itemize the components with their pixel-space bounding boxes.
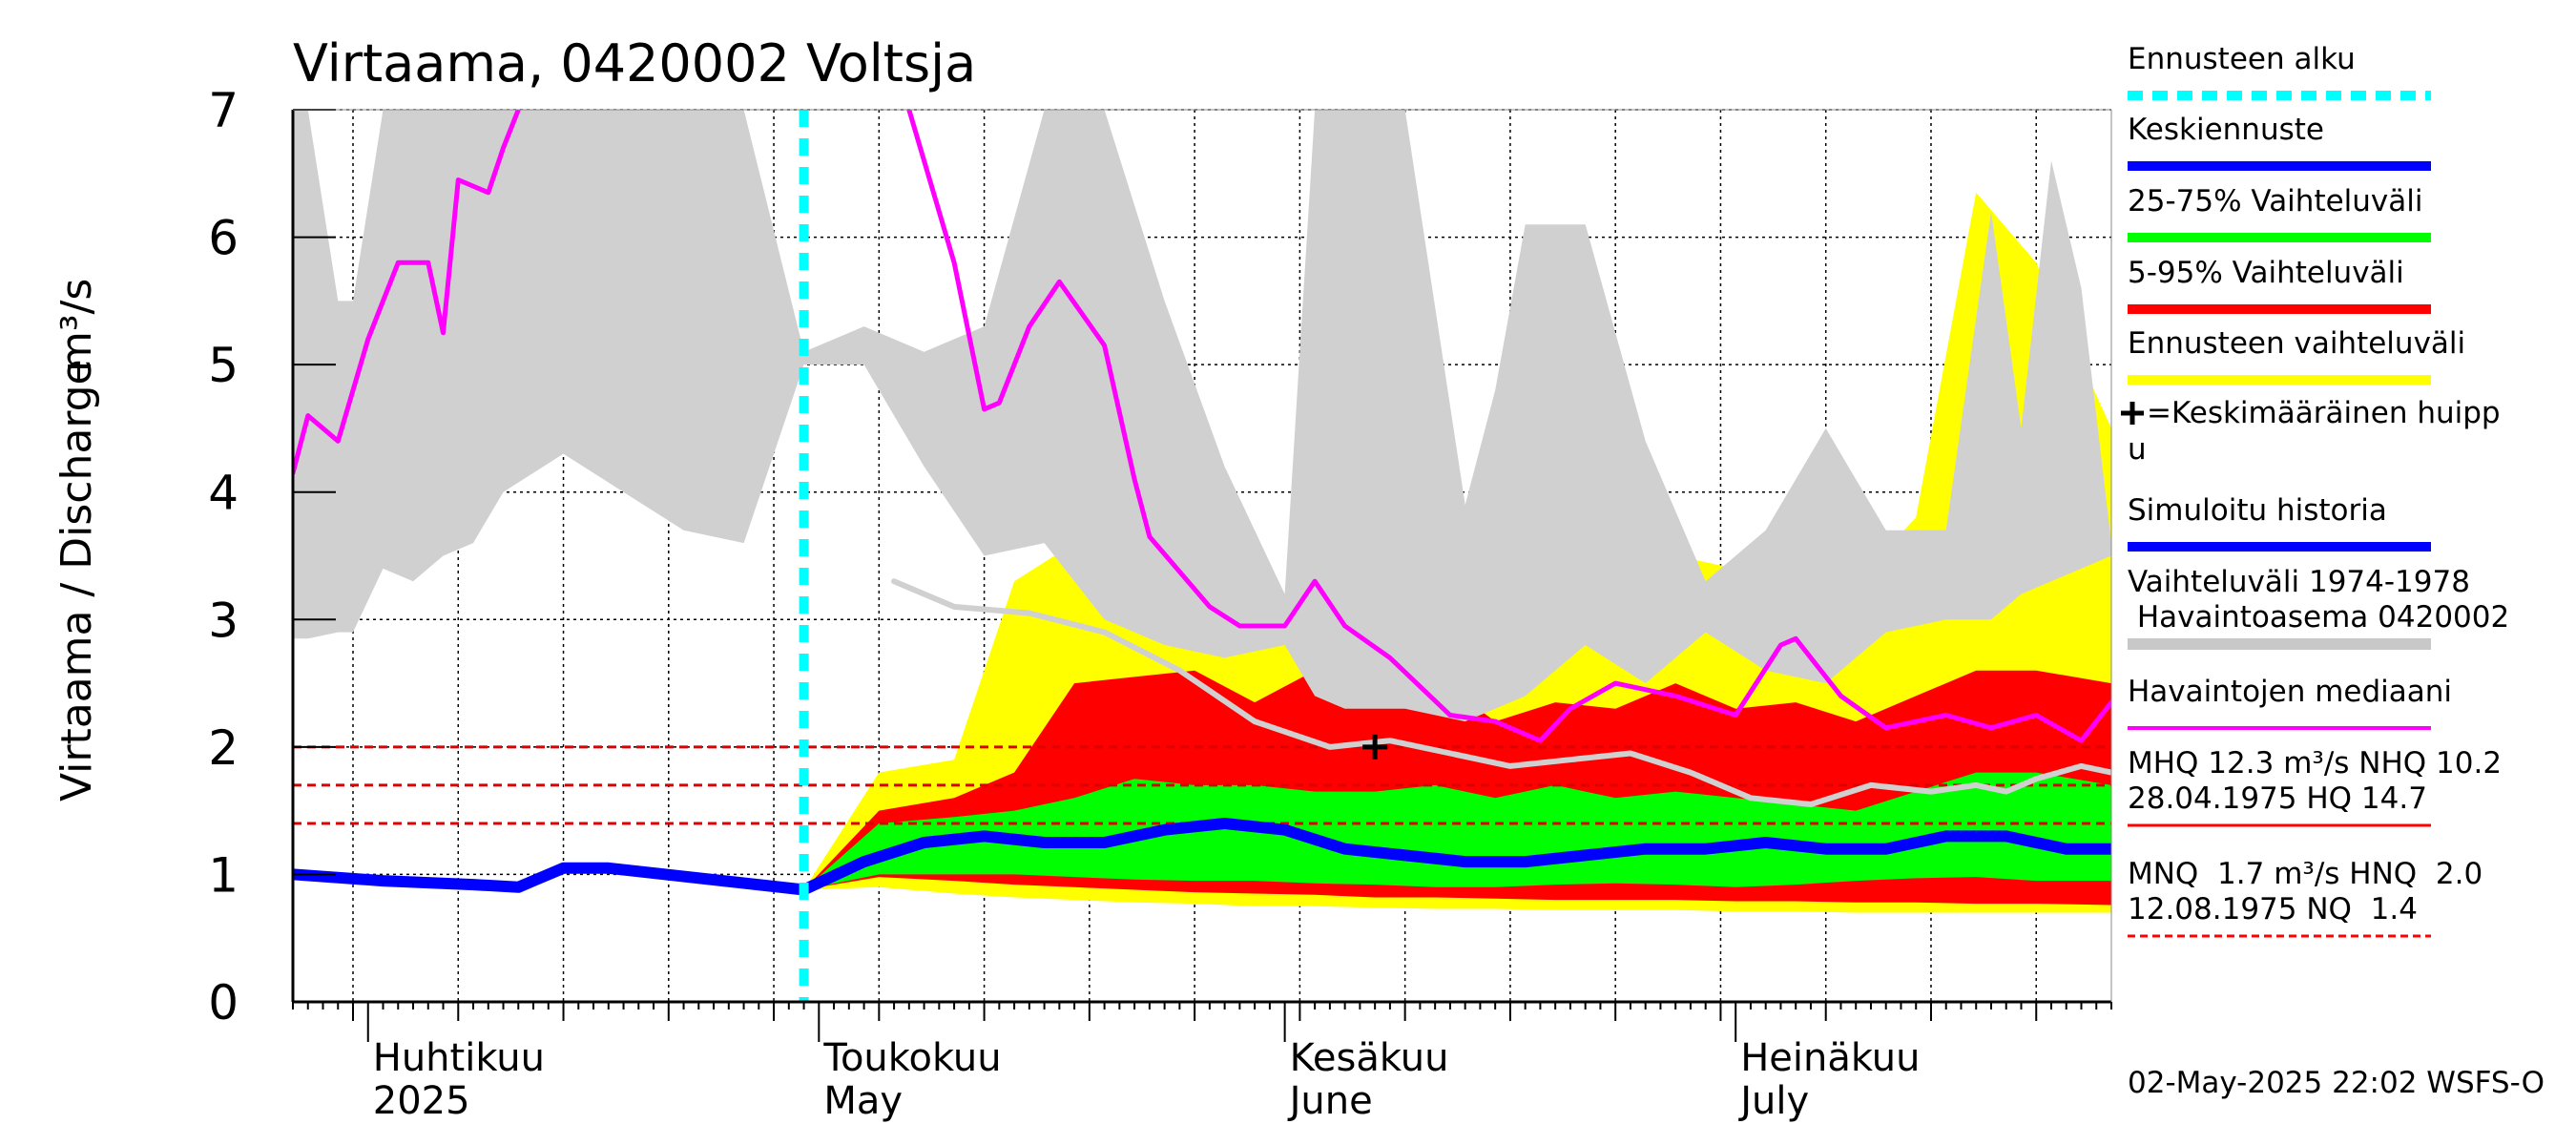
series-line [293, 862, 810, 896]
legend-label: Havaintoasema 0420002 [2128, 600, 2509, 635]
legend-label: u [2128, 432, 2147, 467]
y-axis-label: Virtaama / Discharge [52, 359, 101, 802]
band-area [803, 772, 2111, 890]
legend-peak-symbol [2121, 402, 2144, 425]
axes: 01234567Huhtikuu2025ToukokuuMayKesäkuuJu… [208, 83, 2112, 1123]
legend: Ennusteen alku Keskiennuste 25-75% Vaihtel… [2121, 42, 2509, 938]
legend-label: Ennusteen alku [2128, 42, 2356, 76]
legend-label: MNQ 1.7 m³/s HNQ 2.0 [2128, 857, 2483, 891]
legend-label: Havaintojen mediaani [2128, 675, 2452, 709]
series-line [891, 578, 2111, 807]
y-tick-label: 4 [208, 466, 239, 521]
month-label: Kesäkuu [1290, 1036, 1449, 1080]
y-tick-label: 6 [208, 211, 239, 266]
legend-label: Ennusteen vaihteluväli [2128, 326, 2465, 361]
y-tick-label: 1 [208, 847, 239, 903]
legend-label: 28.04.1975 HQ 14.7 [2128, 781, 2427, 816]
y-tick-label: 0 [208, 975, 239, 1030]
month-sublabel: 2025 [373, 1079, 470, 1123]
month-sublabel: May [823, 1079, 903, 1123]
series-line [798, 818, 2111, 896]
legend-label: Simuloitu historia [2128, 493, 2387, 528]
month-label: Huhtikuu [373, 1036, 545, 1080]
mean-peak-marker [1362, 734, 1388, 760]
band-area [293, 110, 2111, 722]
y-tick-label: 5 [208, 338, 239, 393]
y-axis-unit: m³/s [52, 279, 101, 372]
legend-label: =Keskimääräinen huipp [2147, 396, 2501, 430]
month-sublabel: June [1287, 1079, 1373, 1123]
legend-label: MHQ 12.3 m³/s NHQ 10.2 [2128, 746, 2502, 781]
timestamp-footer: 02-May-2025 22:02 WSFS-O [2128, 1066, 2545, 1100]
month-label: Toukokuu [822, 1036, 1001, 1080]
chart-title: Virtaama, 0420002 Voltsja [293, 33, 976, 94]
legend-label: 25-75% Vaihteluväli [2128, 184, 2423, 219]
month-label: Heinäkuu [1740, 1036, 1920, 1080]
legend-label: Vaihteluväli 1974-1978 [2128, 565, 2470, 599]
legend-label: 12.08.1975 NQ 1.4 [2128, 892, 2418, 926]
legend-label: Keskiennuste [2128, 113, 2324, 147]
series-line [293, 110, 2111, 743]
plot-area [293, 110, 2111, 1002]
y-tick-label: 2 [208, 720, 239, 776]
legend-label: 5-95% Vaihteluväli [2128, 256, 2404, 290]
month-sublabel: July [1737, 1079, 1809, 1123]
y-tick-label: 7 [208, 83, 239, 138]
y-tick-label: 3 [208, 593, 239, 648]
